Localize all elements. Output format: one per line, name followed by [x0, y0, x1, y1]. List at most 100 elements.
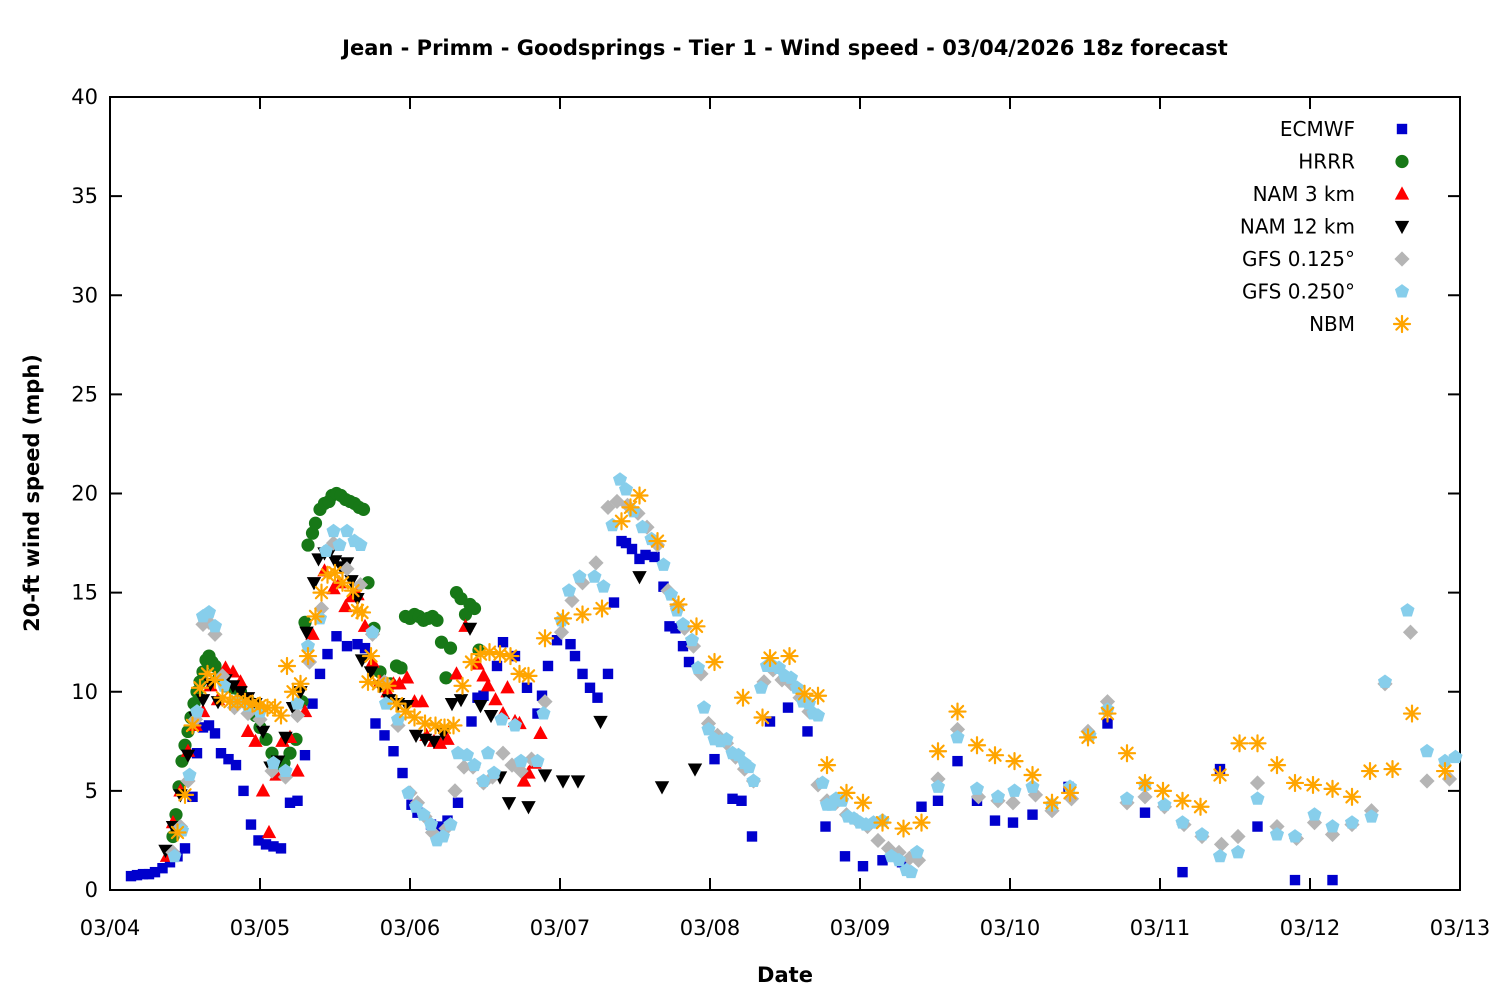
data-point	[891, 852, 907, 867]
data-point	[1230, 844, 1246, 859]
data-point	[536, 706, 551, 720]
data-point	[488, 692, 503, 706]
data-point	[189, 704, 205, 718]
data-point	[387, 694, 406, 713]
data-point	[331, 631, 342, 642]
x-tick-label: 03/10	[980, 916, 1041, 940]
data-point	[658, 581, 669, 592]
data-point	[168, 823, 187, 842]
data-point	[537, 694, 553, 710]
data-point	[1210, 765, 1230, 785]
data-point	[1194, 827, 1210, 841]
data-point	[684, 632, 700, 647]
legend-entry-gfs-0-125: GFS 0.125°	[1242, 247, 1410, 271]
data-point	[521, 801, 536, 815]
y-tick-label: 15	[71, 581, 98, 605]
data-point	[399, 670, 415, 684]
data-point	[880, 840, 897, 856]
data-point	[535, 629, 555, 648]
data-point	[510, 664, 529, 684]
data-point	[416, 807, 431, 821]
series-nbm	[168, 486, 1455, 842]
data-point	[215, 748, 227, 759]
data-point	[275, 843, 287, 854]
data-point	[573, 605, 592, 624]
data-point	[501, 646, 520, 666]
data-point	[183, 716, 202, 735]
data-point	[253, 835, 264, 846]
data-point	[341, 640, 353, 652]
data-point	[339, 523, 355, 538]
data-point	[157, 862, 168, 874]
data-point	[462, 622, 478, 636]
data-point	[388, 746, 399, 757]
data-point	[690, 660, 706, 674]
data-point	[207, 618, 223, 633]
data-point	[928, 742, 948, 761]
y-tick-label: 30	[71, 283, 98, 307]
data-point	[808, 686, 828, 705]
y-tick-label: 35	[71, 184, 98, 208]
data-point	[408, 729, 424, 743]
y-tick-label: 5	[85, 779, 98, 803]
data-point	[1135, 773, 1155, 793]
x-tick-label: 03/09	[830, 916, 891, 940]
data-point	[363, 666, 379, 680]
data-point	[1102, 718, 1113, 729]
data-point	[459, 747, 475, 762]
data-point	[952, 755, 963, 767]
data-point	[634, 553, 645, 565]
data-point	[810, 708, 826, 722]
data-point	[164, 857, 176, 868]
data-point	[565, 638, 576, 650]
data-point	[853, 793, 873, 812]
data-point	[378, 696, 394, 710]
data-point	[167, 848, 182, 863]
data-point	[537, 769, 553, 783]
x-tick-label: 03/13	[1430, 916, 1491, 940]
data-point	[408, 799, 424, 813]
data-point	[299, 626, 314, 640]
data-point	[588, 555, 604, 571]
data-point	[839, 851, 851, 862]
data-point	[472, 692, 483, 703]
data-point	[143, 868, 155, 880]
data-point	[1402, 704, 1422, 723]
data-point	[1230, 828, 1246, 845]
data-point	[1063, 791, 1080, 807]
data-point	[733, 688, 753, 707]
data-point	[1230, 734, 1249, 753]
data-point	[795, 684, 814, 703]
data-point	[1289, 874, 1301, 886]
data-point	[1213, 836, 1230, 853]
data-point	[753, 680, 769, 694]
data-point	[753, 708, 772, 727]
data-point	[500, 680, 515, 694]
data-point	[612, 472, 628, 486]
data-point	[780, 646, 799, 666]
data-point	[600, 499, 616, 515]
data-point	[1441, 771, 1458, 787]
data-point	[820, 821, 831, 832]
data-point	[1383, 759, 1402, 779]
data-point	[1306, 814, 1323, 831]
data-point	[298, 615, 312, 629]
data-point	[930, 779, 946, 793]
y-tick-label: 20	[71, 482, 98, 506]
data-point	[207, 626, 223, 642]
data-point	[701, 722, 716, 736]
data-point	[354, 654, 370, 668]
data-point	[466, 716, 477, 727]
data-point	[1307, 807, 1322, 821]
y-tick-label: 25	[71, 382, 98, 406]
data-point	[1005, 795, 1021, 811]
x-tick-label: 03/05	[230, 916, 291, 940]
data-point	[495, 745, 511, 761]
data-point	[209, 728, 221, 739]
data-point	[596, 579, 611, 593]
data-point	[203, 720, 215, 731]
data-point	[230, 759, 242, 771]
data-point	[305, 526, 320, 540]
data-point	[223, 753, 234, 765]
data-point	[675, 616, 691, 631]
